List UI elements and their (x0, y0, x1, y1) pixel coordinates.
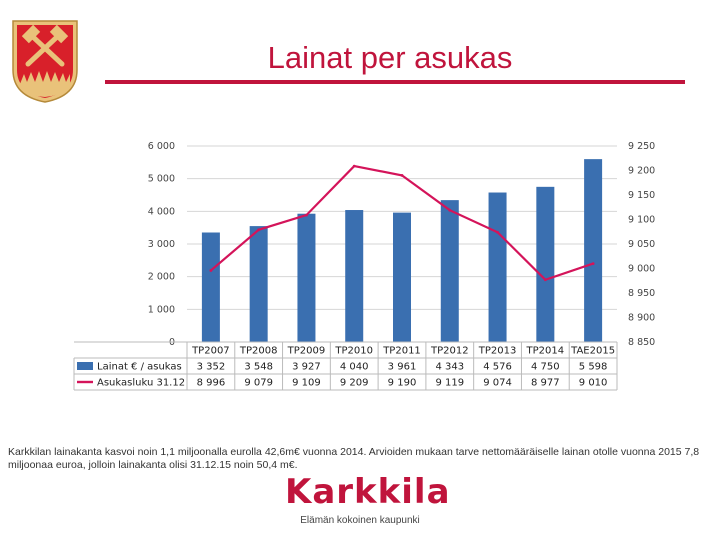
bar-value-label: 4 040 (340, 362, 369, 373)
y-left-tick-label: 6 000 (148, 141, 175, 152)
bar (584, 159, 603, 342)
category-label: TP2014 (526, 346, 565, 357)
line-value-label: 9 209 (340, 378, 369, 389)
category-label: TP2013 (478, 346, 517, 357)
bar (249, 226, 268, 342)
bar (297, 213, 316, 342)
y-left-tick-label: 2 000 (148, 272, 175, 283)
line-value-label: 8 977 (531, 378, 560, 389)
karkkila-logo: Karkkila Elämän kokoinen kaupunki (285, 472, 450, 530)
bar-value-label: 4 576 (483, 362, 512, 373)
legend-label: Lainat € / asukas (97, 362, 182, 373)
bar-value-label: 3 961 (388, 362, 417, 373)
category-label: TAE2015 (570, 346, 615, 357)
bar (345, 210, 364, 342)
y-right-tick-label: 8 900 (628, 313, 655, 324)
line-value-label: 9 190 (388, 378, 417, 389)
legend-key-bar (77, 362, 93, 370)
y-right-tick-label: 8 850 (628, 337, 655, 348)
y-right-tick-label: 9 000 (628, 264, 655, 275)
line-point (448, 208, 452, 212)
y-right-tick-label: 9 250 (628, 141, 655, 152)
line-value-label: 9 010 (579, 378, 608, 389)
line-point (543, 278, 547, 282)
bar (536, 186, 555, 342)
line-value-label: 9 074 (483, 378, 512, 389)
line-value-label: 9 109 (292, 378, 321, 389)
legend-label: Asukasluku 31.12 (97, 378, 185, 389)
bar-value-label: 3 548 (244, 362, 273, 373)
y-right-tick-label: 9 050 (628, 239, 655, 250)
coat-of-arms-logo (10, 18, 80, 104)
category-label: TP2008 (239, 346, 278, 357)
line-point (400, 174, 404, 177)
caption-text: Karkkilan lainakanta kasvoi noin 1,1 mil… (8, 446, 700, 471)
line-point (496, 230, 499, 234)
bar (488, 192, 507, 342)
line-value-label: 9 119 (435, 378, 464, 389)
bar-value-label: 4 343 (435, 362, 464, 373)
y-right-tick-label: 9 200 (628, 166, 655, 177)
line-value-label: 8 996 (197, 378, 226, 389)
y-left-tick-label: 5 000 (148, 174, 175, 185)
bar-value-label: 3 352 (197, 362, 226, 373)
bar (440, 200, 459, 342)
logo-tagline: Elämän kokoinen kaupunki (300, 515, 420, 526)
y-right-tick-label: 9 100 (628, 215, 655, 226)
y-left-tick-label: 4 000 (148, 206, 175, 217)
bar (393, 212, 411, 342)
y-left-tick-label: 3 000 (148, 239, 175, 250)
bar-value-label: 5 598 (579, 362, 608, 373)
category-label: TP2009 (287, 346, 326, 357)
y-right-tick-label: 9 150 (628, 190, 655, 201)
y-right-tick-label: 8 950 (628, 288, 655, 299)
line-point (209, 269, 213, 272)
logo-wordmark: Karkkila (285, 472, 451, 512)
bar (201, 232, 220, 342)
category-label: TP2012 (430, 346, 469, 357)
line-point (257, 228, 261, 232)
bar-value-label: 4 750 (531, 362, 560, 373)
category-label: TP2007 (191, 346, 230, 357)
y-left-tick-label: 1 000 (148, 304, 175, 315)
line-point (352, 164, 356, 168)
page-title: Lainat per asukas (267, 40, 513, 75)
line-point (305, 213, 308, 217)
category-label: TP2011 (382, 346, 421, 357)
line-point (591, 262, 595, 265)
category-label: TP2010 (334, 346, 373, 357)
title-underline (105, 80, 685, 84)
bar-value-label: 3 927 (292, 362, 321, 373)
line-value-label: 9 079 (244, 378, 273, 389)
